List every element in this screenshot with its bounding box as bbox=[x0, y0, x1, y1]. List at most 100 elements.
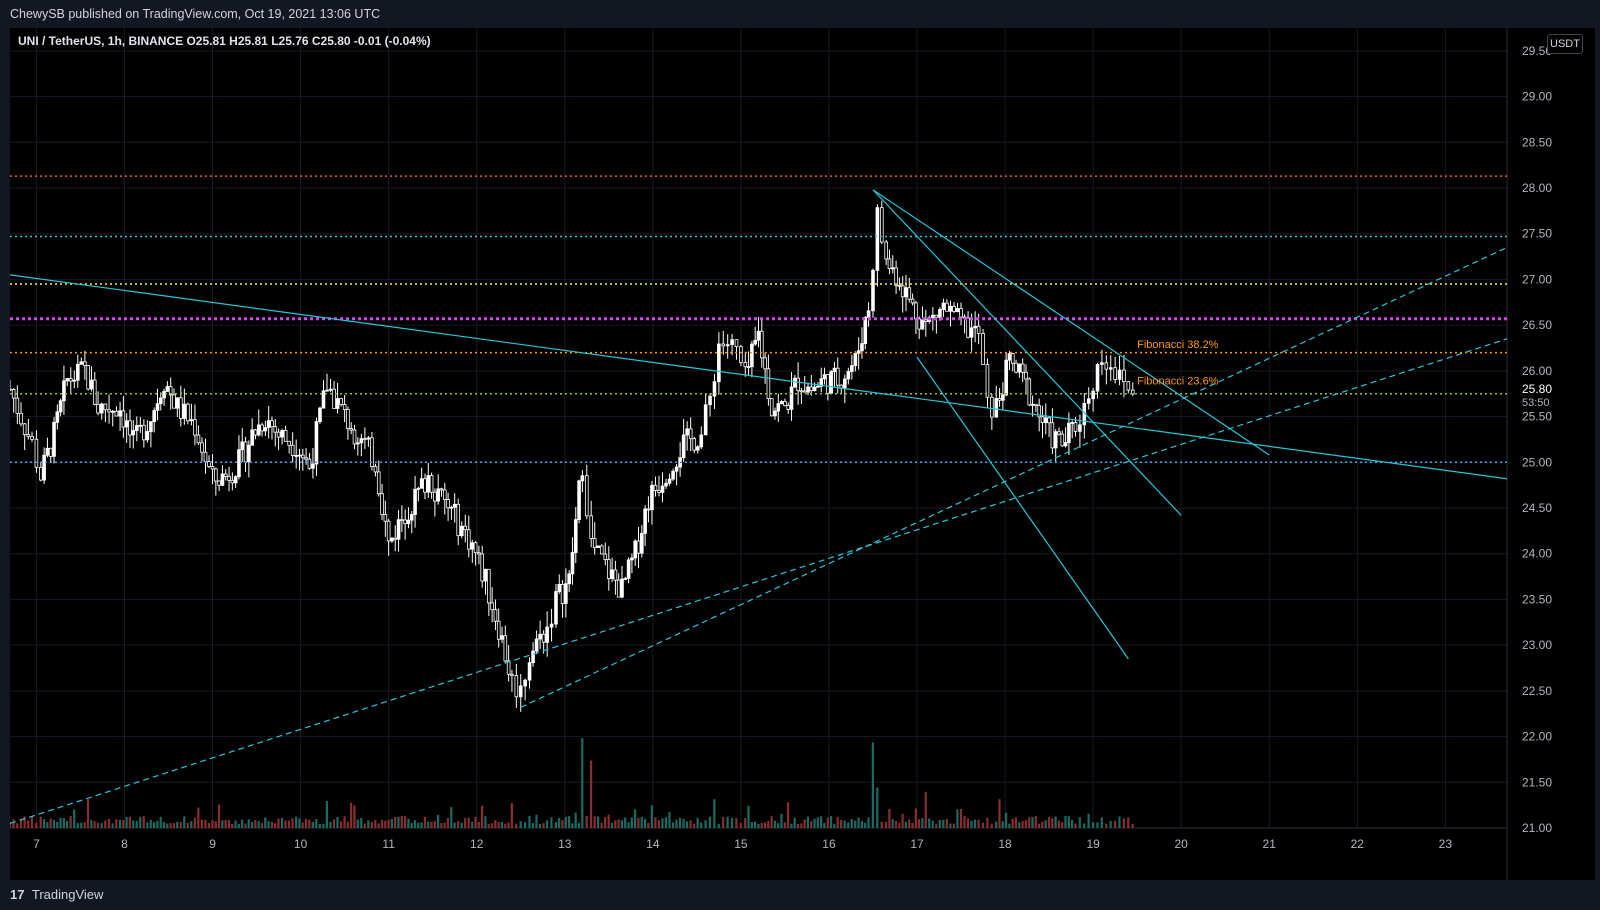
candle-body bbox=[496, 620, 501, 640]
volume-bar bbox=[214, 821, 217, 828]
trend-line bbox=[872, 189, 1182, 516]
candle-body bbox=[196, 434, 201, 444]
candle-body bbox=[118, 410, 122, 417]
price-chart[interactable]: Fibonacci 38.2% Fibonacci 23.6% 29.50 29.00… bbox=[10, 28, 1595, 880]
volume-bar bbox=[693, 823, 696, 828]
candle-body bbox=[456, 503, 461, 537]
volume-bar bbox=[304, 818, 308, 828]
volume-bar bbox=[1011, 818, 1014, 828]
candle-body bbox=[1126, 381, 1131, 391]
candle-body bbox=[480, 553, 485, 582]
candle-body bbox=[260, 424, 264, 432]
candle-body bbox=[527, 662, 532, 681]
candle-body bbox=[846, 371, 851, 380]
candle-body bbox=[227, 476, 231, 481]
volume-bar bbox=[700, 822, 703, 828]
volume-bar bbox=[1044, 820, 1047, 828]
candle-body bbox=[270, 420, 274, 428]
volume-bar bbox=[730, 818, 734, 828]
volume-bar bbox=[481, 805, 484, 828]
candle-body bbox=[1100, 362, 1104, 365]
volume-bar bbox=[149, 819, 152, 828]
volume-bar bbox=[152, 822, 156, 828]
volume-bar bbox=[1024, 820, 1027, 828]
volume-bar bbox=[810, 821, 813, 828]
volume-bar bbox=[237, 823, 240, 828]
volume-bar bbox=[1118, 816, 1121, 828]
volume-bar bbox=[49, 818, 52, 828]
candle-body bbox=[1007, 353, 1012, 361]
volume-bar bbox=[183, 816, 186, 828]
volume-bar bbox=[935, 823, 938, 828]
volume-bar bbox=[62, 818, 65, 828]
candle-body bbox=[884, 241, 888, 260]
candle-body bbox=[162, 390, 166, 399]
volume-bar bbox=[986, 817, 989, 828]
candle-body bbox=[931, 314, 935, 318]
candle-body bbox=[253, 429, 258, 436]
candle-body bbox=[692, 438, 697, 451]
volume-bar bbox=[257, 821, 260, 828]
tradingview-brand[interactable]: 17 TradingView bbox=[10, 887, 103, 902]
volume-bar bbox=[1122, 818, 1125, 828]
candle-body bbox=[948, 305, 953, 312]
volume-bar bbox=[142, 816, 145, 828]
volume-bar bbox=[574, 812, 577, 828]
volume-bar bbox=[1031, 817, 1034, 828]
volume-bar bbox=[504, 823, 507, 828]
candle-body bbox=[321, 390, 326, 409]
volume-bar bbox=[620, 820, 624, 828]
volume-bar bbox=[891, 819, 894, 828]
volume-bar bbox=[413, 820, 417, 828]
candle-body bbox=[210, 466, 215, 470]
currency-label[interactable]: USDT bbox=[1547, 34, 1583, 54]
volume-bar bbox=[561, 820, 564, 828]
time-tick-label: 13 bbox=[558, 837, 572, 851]
volume-bar bbox=[643, 818, 647, 828]
volume-bar bbox=[325, 801, 329, 828]
time-tick-label: 10 bbox=[294, 837, 308, 851]
candle-body bbox=[674, 466, 679, 472]
volume-bar bbox=[833, 823, 836, 828]
candle-body bbox=[1070, 422, 1075, 424]
candle-body bbox=[664, 482, 668, 487]
volume-bar bbox=[227, 820, 231, 828]
candle-body bbox=[110, 410, 115, 413]
chart-panel[interactable]: Fibonacci 38.2% Fibonacci 23.6% 29.50 29.00… bbox=[10, 28, 1595, 880]
volume-bar bbox=[826, 817, 829, 828]
volume-bar bbox=[254, 820, 257, 828]
candle-body bbox=[1040, 416, 1045, 424]
volume-bar bbox=[931, 820, 934, 828]
candle-body bbox=[541, 633, 546, 643]
volume-bar bbox=[332, 819, 336, 828]
volume-bar bbox=[924, 792, 927, 828]
candle-body bbox=[856, 350, 861, 354]
volume-bar bbox=[104, 820, 107, 828]
candle-body bbox=[214, 468, 218, 482]
volume-bar bbox=[284, 820, 287, 828]
volume-bar bbox=[571, 823, 574, 828]
volume-bar bbox=[630, 817, 633, 828]
candle-body bbox=[636, 540, 641, 554]
volume-bar bbox=[624, 817, 627, 828]
candle-body bbox=[149, 421, 153, 432]
volume-bar bbox=[450, 807, 453, 828]
volume-bar bbox=[796, 823, 800, 828]
candle-body bbox=[339, 398, 343, 405]
candle-body bbox=[783, 401, 787, 406]
volume-bar bbox=[760, 822, 763, 828]
candle-body bbox=[124, 420, 129, 428]
candle-body bbox=[10, 388, 12, 391]
volume-bar bbox=[42, 819, 46, 828]
candle-body bbox=[560, 584, 565, 604]
volume-bar bbox=[898, 822, 901, 828]
candle-body bbox=[446, 499, 450, 509]
candle-body bbox=[217, 480, 221, 486]
volume-bar bbox=[487, 823, 490, 828]
volume-bar bbox=[374, 820, 377, 828]
candle-body bbox=[86, 365, 90, 390]
volume-bar bbox=[735, 818, 738, 828]
candle-body bbox=[746, 366, 751, 368]
volume-bar bbox=[107, 818, 111, 828]
volume-bar bbox=[490, 823, 494, 828]
